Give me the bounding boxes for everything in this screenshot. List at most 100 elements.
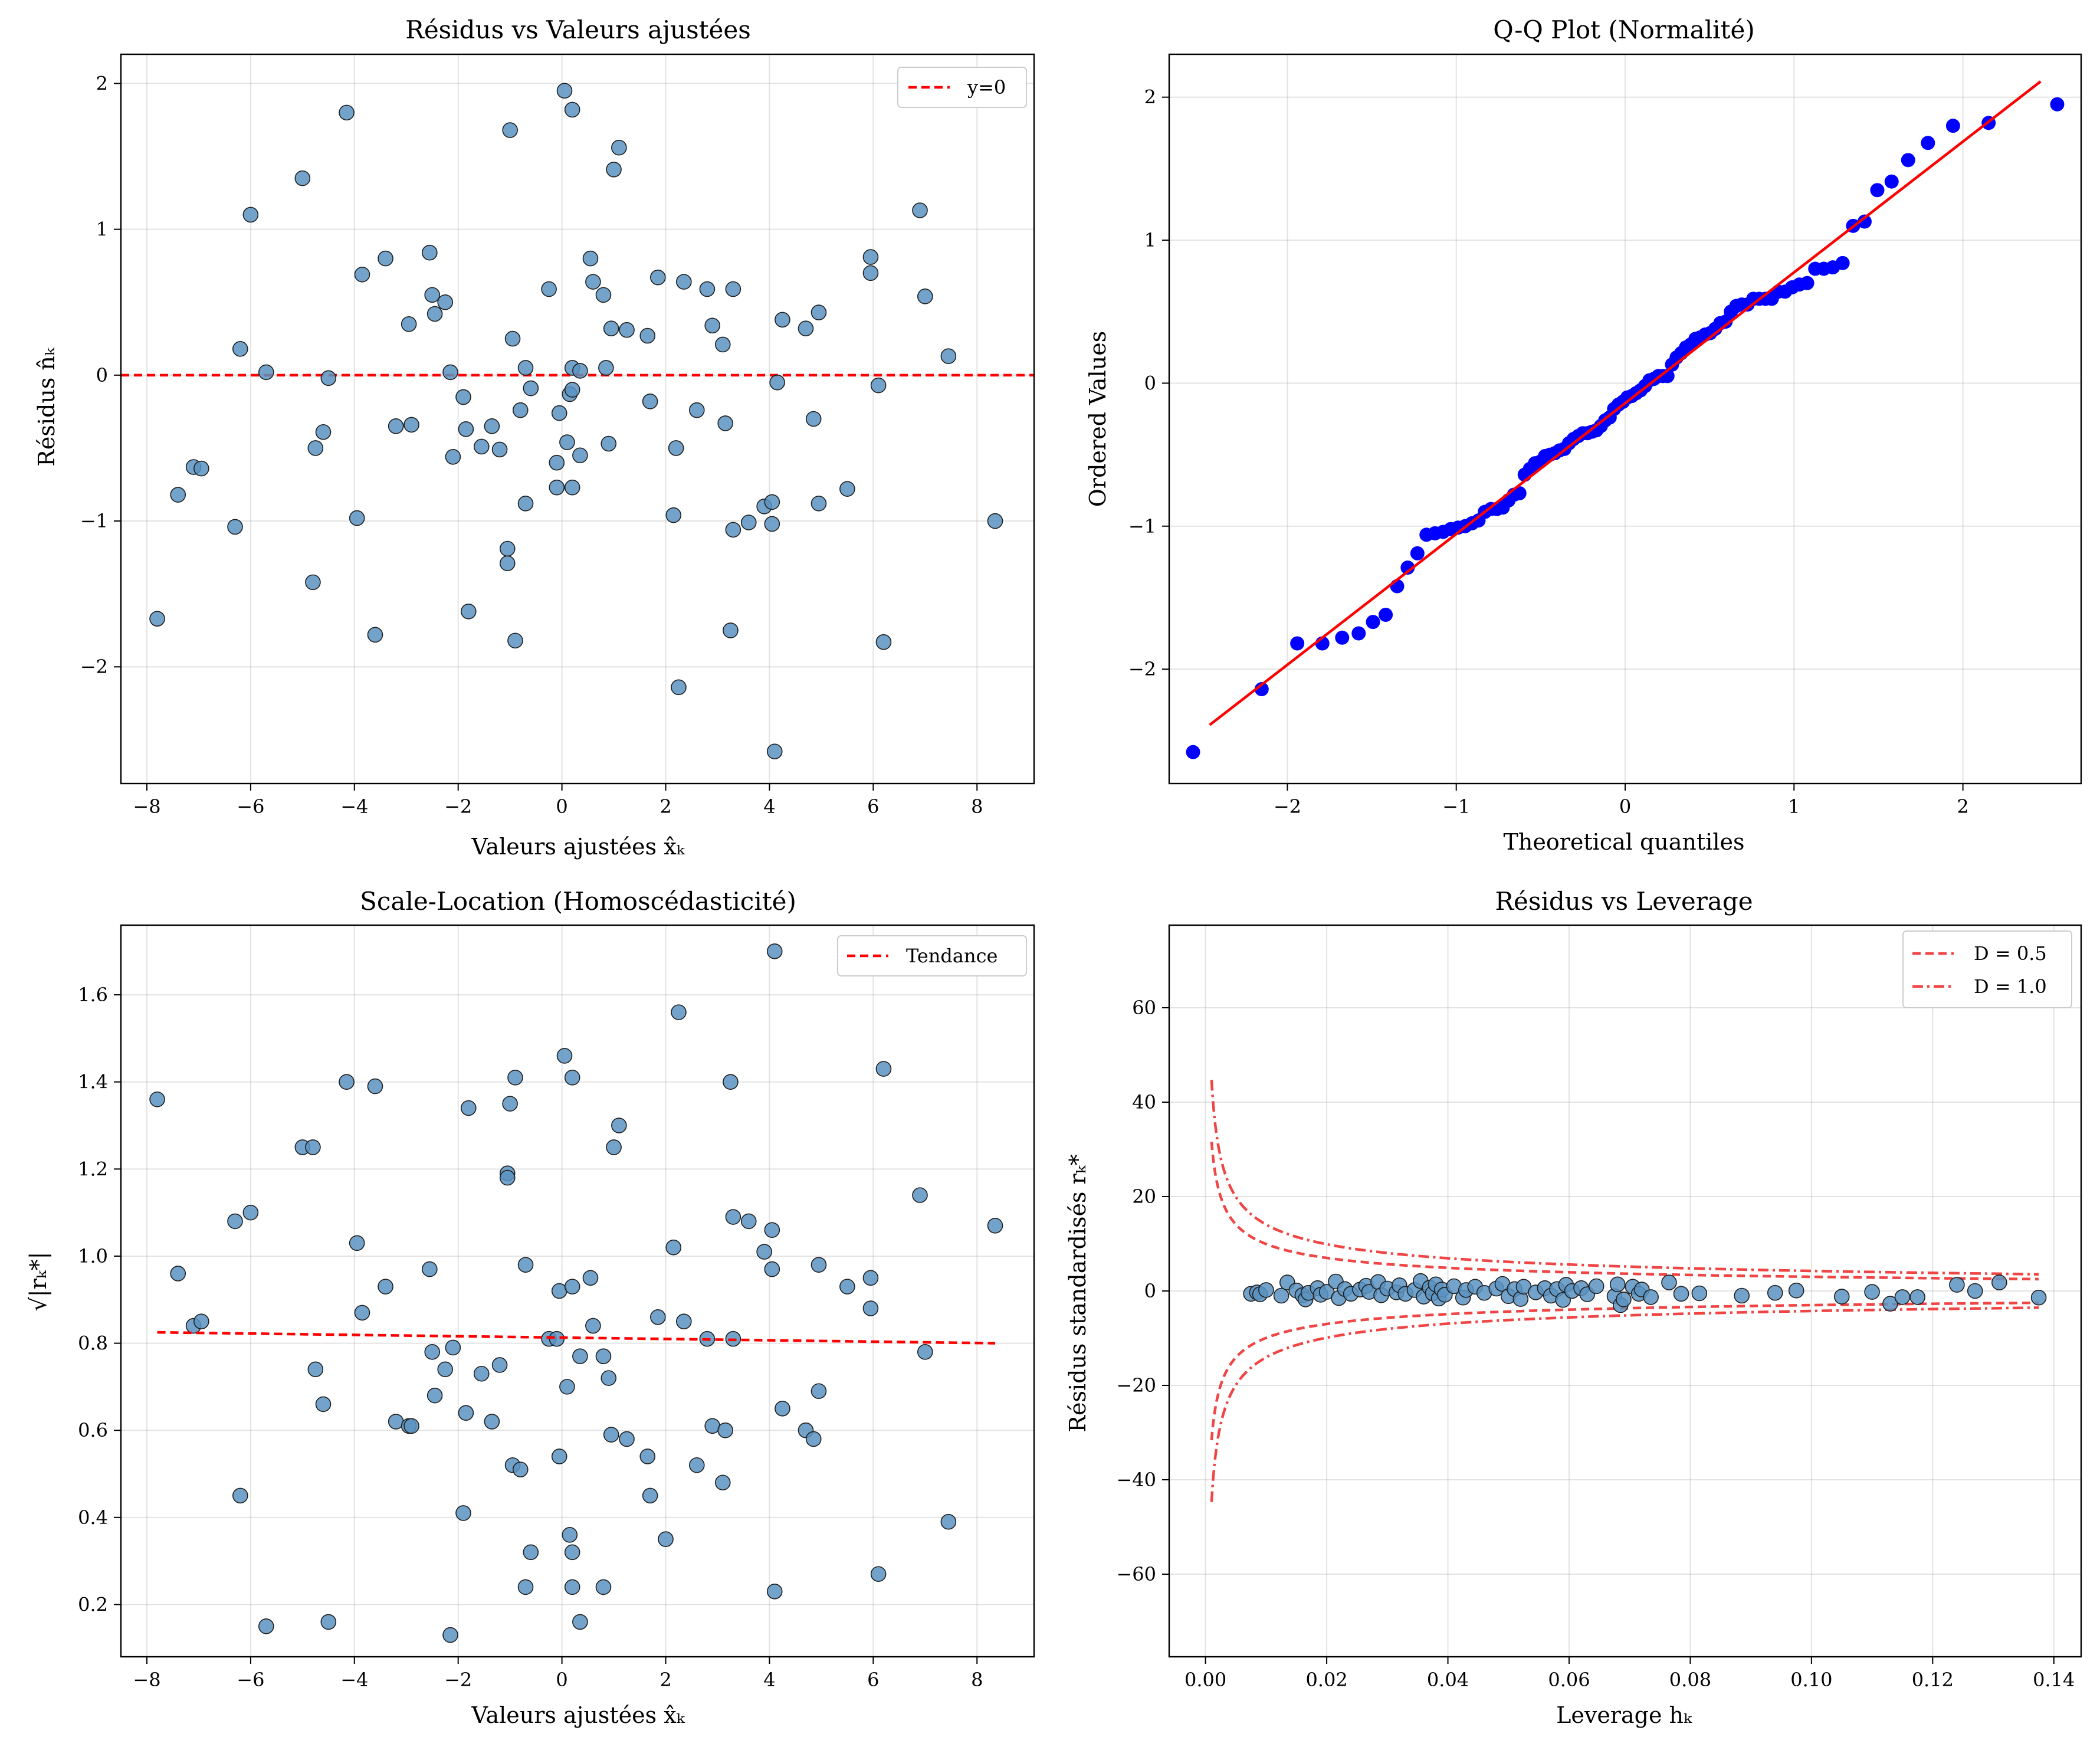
data-point	[258, 1618, 274, 1634]
data-point	[912, 202, 928, 218]
data-point	[1335, 630, 1350, 645]
data-point	[315, 1396, 332, 1413]
data-point	[422, 244, 438, 261]
y-tick-label: 0.6	[78, 1419, 108, 1441]
x-axis-label: Leverage hₖ	[1556, 1702, 1692, 1728]
data-point	[862, 1300, 879, 1316]
data-point	[688, 402, 705, 418]
data-point	[839, 1279, 855, 1295]
data-point	[665, 1239, 682, 1256]
data-point	[811, 496, 827, 512]
y-tick-label: −40	[1116, 1469, 1156, 1491]
data-point	[1901, 153, 1915, 168]
data-point	[766, 1583, 783, 1600]
data-point	[491, 1357, 508, 1373]
data-point	[764, 1222, 780, 1238]
data-point	[455, 1505, 471, 1521]
data-point	[403, 417, 419, 433]
data-point	[658, 1531, 674, 1548]
data-point	[1643, 1289, 1659, 1305]
data-point	[740, 1213, 757, 1230]
data-point	[775, 312, 790, 328]
data-point	[598, 360, 614, 376]
data-point	[912, 1187, 928, 1203]
x-tick-label: −1	[1442, 795, 1470, 818]
data-point	[572, 363, 588, 379]
data-point	[671, 1004, 687, 1020]
data-point	[723, 622, 739, 638]
x-tick-label: −6	[237, 795, 264, 818]
y-tick-label: 0	[1144, 372, 1156, 394]
data-point	[611, 139, 627, 156]
data-point	[170, 1266, 186, 1282]
trend-line	[157, 1330, 996, 1345]
axes-frame	[120, 924, 1035, 1658]
data-point	[401, 316, 417, 332]
legend-box	[897, 67, 1027, 108]
data-point	[2030, 1289, 2047, 1306]
data-point	[458, 1405, 474, 1421]
data-point	[517, 360, 534, 376]
data-point	[717, 415, 733, 431]
data-point	[1379, 608, 1393, 622]
x-tick-label: 0	[556, 1669, 567, 1691]
data-point	[585, 274, 601, 290]
data-point	[305, 574, 321, 591]
data-point	[740, 514, 757, 530]
x-tick-label: 0	[1619, 795, 1631, 818]
x-tick-label: −4	[340, 795, 368, 818]
data-point	[585, 1318, 601, 1334]
data-point	[725, 522, 741, 538]
x-tick-label: 0.08	[1669, 1669, 1711, 1691]
data-point	[756, 1244, 772, 1260]
x-tick-label: 0.12	[1912, 1669, 1954, 1691]
data-point	[668, 440, 684, 456]
data-point	[603, 1427, 619, 1443]
x-tick-label: −2	[444, 1669, 472, 1691]
data-point	[307, 1361, 324, 1378]
data-point	[556, 1048, 573, 1064]
data-point	[170, 487, 186, 503]
data-point	[875, 634, 892, 650]
data-point	[1734, 1287, 1750, 1304]
data-point	[1857, 214, 1872, 229]
data-point	[378, 250, 393, 267]
data-point	[556, 83, 573, 99]
legend-label-y0: y=0	[967, 76, 1006, 99]
data-point	[564, 479, 580, 496]
data-point	[549, 479, 565, 496]
data-point	[764, 516, 780, 532]
data-point	[473, 438, 490, 455]
y-tick-label: 0.8	[78, 1332, 108, 1355]
data-point	[1258, 1282, 1274, 1298]
data-point	[502, 122, 518, 138]
data-point	[1800, 276, 1814, 290]
y-tick-label: −1	[1128, 515, 1156, 538]
data-point	[559, 434, 575, 450]
data-point	[1882, 1296, 1898, 1312]
data-point	[426, 1387, 443, 1404]
data-point	[650, 269, 666, 286]
y-tick-label: 2	[1144, 86, 1156, 109]
data-point	[445, 448, 461, 465]
legend: Tendance	[837, 935, 1027, 976]
data-point	[193, 460, 209, 477]
data-point	[775, 1400, 790, 1417]
qq-reference-line	[1209, 80, 2042, 726]
data-point	[564, 1279, 580, 1295]
plot-area: 0.00 0.02 0.04 0.06 0.08 0.10 0.12 0.14 −60 −40 −2…	[1116, 924, 2082, 1691]
data-point	[688, 1457, 705, 1473]
panel-title: Q-Q Plot (Normalité)	[1493, 15, 1755, 44]
y-tick-label: 1.0	[78, 1245, 108, 1267]
x-tick-label: 0	[556, 795, 567, 818]
data-point	[1870, 183, 1885, 198]
data-point	[1273, 1287, 1289, 1304]
data-point	[606, 1139, 622, 1155]
data-point	[723, 1074, 739, 1090]
data-point	[619, 1431, 635, 1447]
qq-plot-panel: −2 −1 0 1 2 −2 −1 0 1 2 Q-Q Plot (Normalité) Theo…	[1085, 15, 2082, 855]
data-point	[320, 370, 337, 386]
y-axis-label: Résidus standardisés rₖ*	[1065, 1154, 1091, 1432]
data-point	[460, 1100, 477, 1116]
